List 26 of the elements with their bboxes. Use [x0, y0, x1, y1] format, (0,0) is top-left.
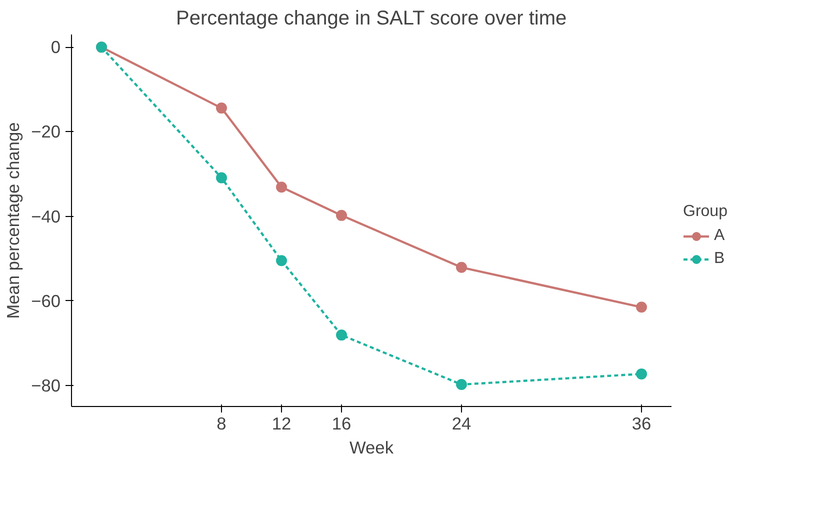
y-axis-title: Mean percentage change — [3, 122, 24, 319]
legend-title: Group — [683, 203, 728, 221]
x-tick-label: 24 — [452, 414, 472, 434]
point — [336, 210, 347, 221]
point — [456, 379, 467, 390]
y-tick-label: −40 — [31, 206, 61, 226]
point — [336, 330, 347, 341]
chart-title: Percentage change in SALT score over time — [176, 8, 567, 30]
legend-label: A — [714, 227, 726, 245]
point — [636, 302, 647, 313]
x-tick-label: 12 — [272, 414, 292, 434]
point — [456, 262, 467, 273]
point — [216, 102, 227, 114]
legend-label: B — [714, 250, 726, 268]
x-axis-title: Week — [350, 438, 394, 458]
y-tick-label: −20 — [31, 122, 61, 142]
y-tick-label: 0 — [50, 37, 61, 58]
x-tick-label: 16 — [332, 414, 352, 434]
point — [216, 172, 227, 184]
y-tick-label: −80 — [31, 375, 61, 396]
point — [636, 368, 647, 380]
y-tick-label: −60 — [31, 290, 61, 311]
point — [276, 255, 287, 266]
point — [276, 182, 287, 193]
x-tick-label: 36 — [632, 414, 652, 434]
x-tick-label: 8 — [216, 414, 226, 434]
